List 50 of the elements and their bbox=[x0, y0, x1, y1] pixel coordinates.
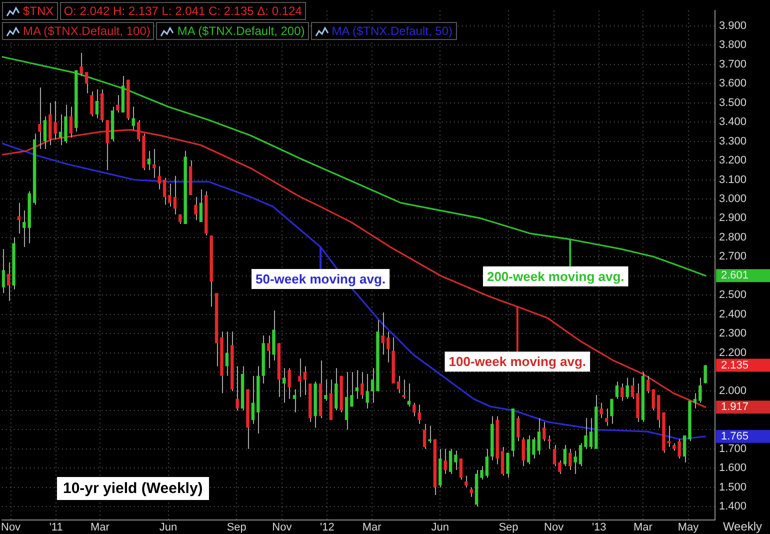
y-tick-label: 2.200 bbox=[719, 346, 747, 359]
y-tick-label: 2.900 bbox=[719, 212, 747, 224]
text: 10-yr yield (Weekly) bbox=[57, 477, 209, 500]
y-tick-label: 3.400 bbox=[719, 116, 747, 128]
x-tick-label: Nov bbox=[272, 522, 292, 534]
x-tick-label: Sep bbox=[498, 522, 518, 534]
y-tick-label: 1.500 bbox=[719, 481, 747, 494]
x-tick-label: Sep bbox=[226, 522, 246, 534]
x-tick-label: Jun bbox=[159, 522, 178, 534]
y-tick-label: 2.000 bbox=[719, 385, 747, 398]
y-tick-label: 3.500 bbox=[719, 96, 747, 109]
x-tick-label: '12 bbox=[320, 522, 334, 534]
annotation: O: 2.042 H: 2.137 L: 2.041 C: 2.135 Δ: 0.124 bbox=[60, 2, 306, 20]
x-tick-label: Mar bbox=[90, 522, 110, 534]
y-tick-label: 1.700 bbox=[719, 442, 747, 455]
y-tick-label: 3.100 bbox=[719, 174, 747, 186]
x-tick-label: Mar bbox=[633, 522, 653, 534]
annotation: 50-week moving avg. bbox=[256, 272, 386, 287]
x-tick-label: Nov bbox=[1, 522, 22, 534]
y-tick-label: 2.800 bbox=[719, 231, 747, 244]
text: $TNX bbox=[23, 4, 54, 18]
x-tick-label: '13 bbox=[592, 522, 606, 534]
y-tick-label: 3.300 bbox=[719, 135, 747, 148]
x-axis-title: Weekly bbox=[722, 519, 762, 534]
y-tick-label: 3.800 bbox=[719, 39, 747, 52]
annotation: 1.917 bbox=[721, 401, 749, 414]
y-tick-label: 2.400 bbox=[719, 308, 747, 320]
annotation: 100-week moving avg. bbox=[448, 354, 586, 370]
y-tick-label: 2.300 bbox=[719, 328, 747, 340]
text: MA ($TNX.Default, 100) bbox=[23, 24, 150, 38]
x-tick-label: Nov bbox=[544, 522, 564, 534]
y-tick-label: 2.700 bbox=[719, 250, 747, 263]
annotation: 200-week moving avg. bbox=[486, 268, 624, 284]
y-tick-label: 1.400 bbox=[719, 500, 747, 513]
annotation: 1.765 bbox=[721, 430, 749, 442]
y-tick-label: 3.600 bbox=[719, 78, 747, 90]
annotation: 2.601 bbox=[721, 270, 749, 282]
x-tick-label: Mar bbox=[362, 522, 382, 534]
text: MA ($TNX.Default, 50) bbox=[332, 24, 452, 38]
x-tick-label: '11 bbox=[49, 522, 63, 534]
text: MA ($TNX.Default, 200) bbox=[177, 24, 305, 38]
x-tick-label: Jun bbox=[431, 522, 450, 534]
y-tick-label: 1.600 bbox=[719, 462, 747, 474]
y-tick-label: 2.500 bbox=[719, 289, 747, 302]
y-tick-label: 3.200 bbox=[719, 154, 747, 167]
y-tick-label: 3.000 bbox=[719, 193, 747, 206]
x-tick-label: May bbox=[678, 522, 700, 534]
y-tick-label: 3.900 bbox=[719, 20, 747, 32]
y-tick-label: 3.700 bbox=[719, 58, 747, 70]
annotation: 2.135 bbox=[721, 359, 749, 372]
